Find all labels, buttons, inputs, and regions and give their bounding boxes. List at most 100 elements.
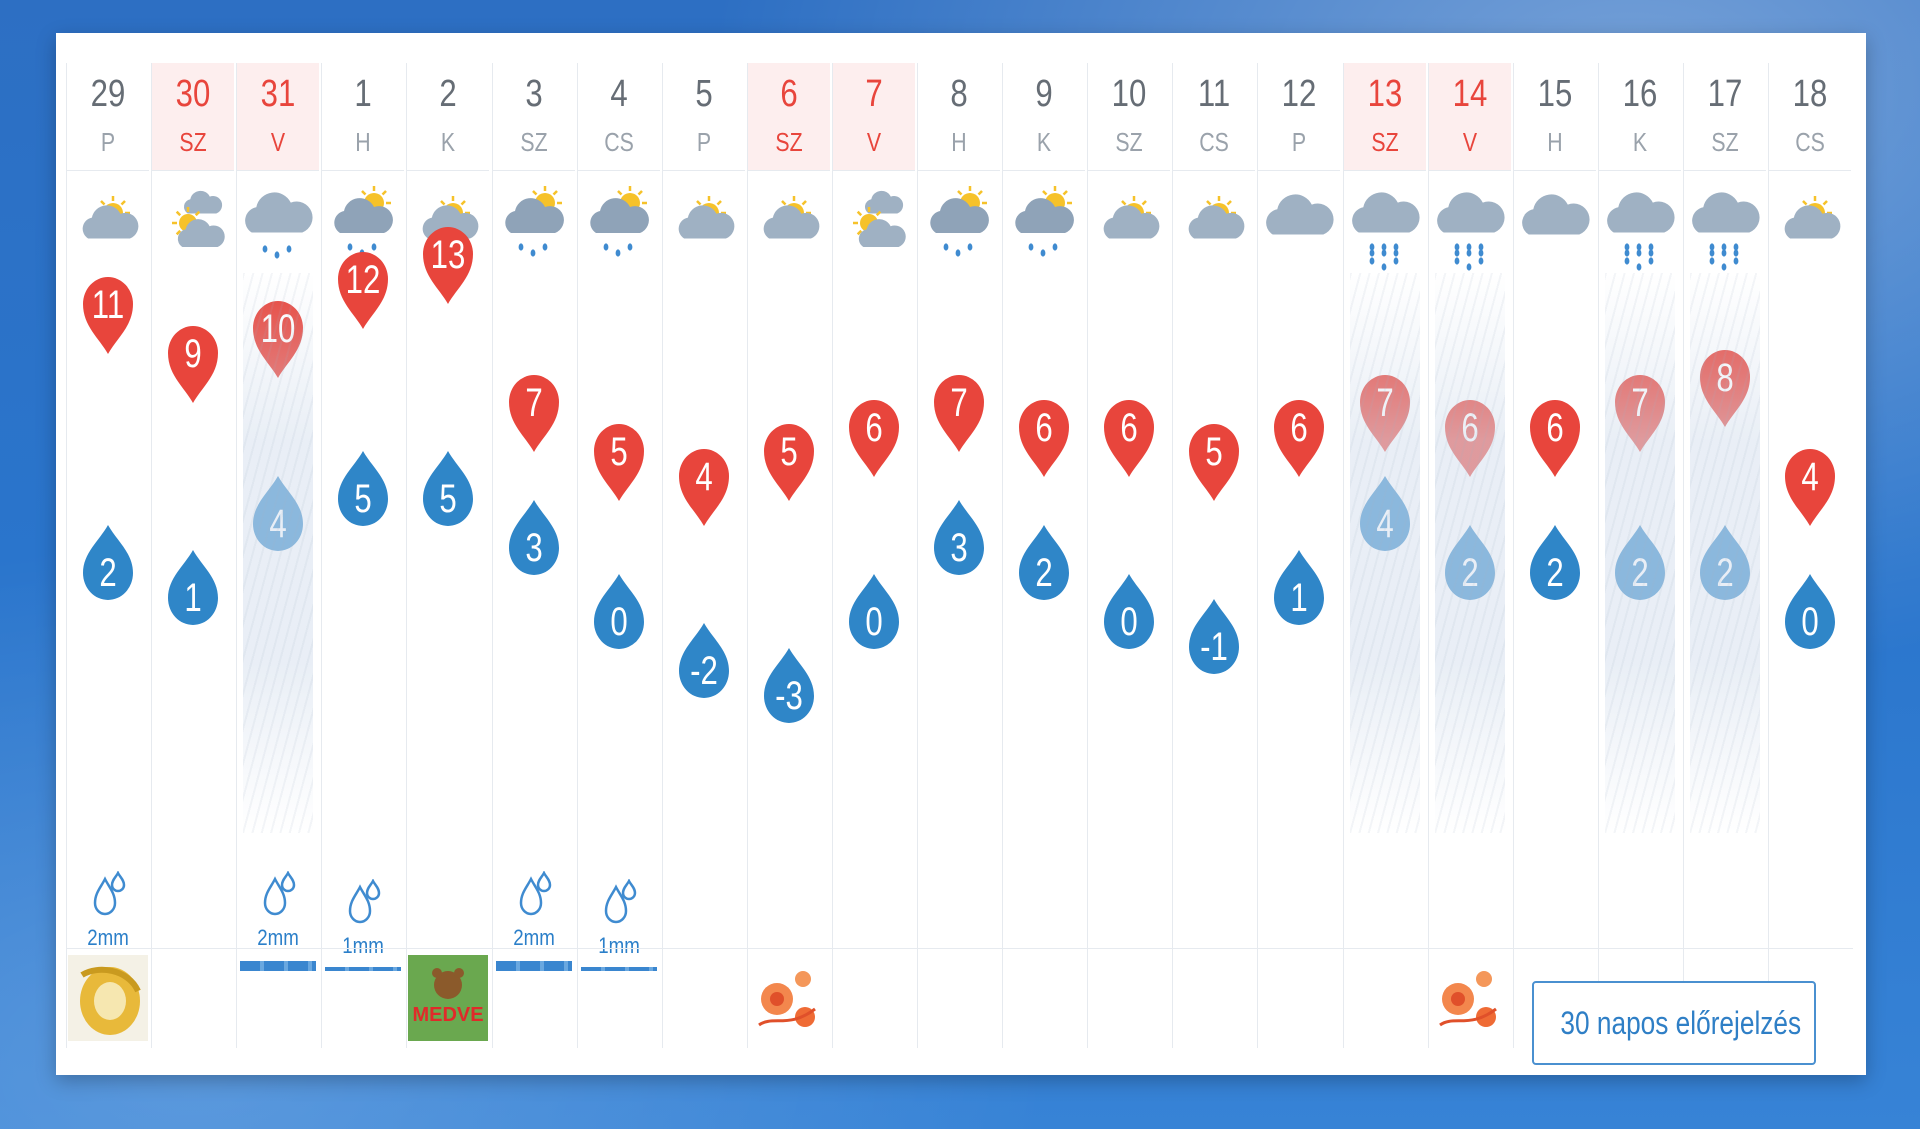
folk-flower-ad-image[interactable] <box>748 955 829 1041</box>
min-temp-drop: 0 <box>1783 572 1837 652</box>
max-temp-pin: 5 <box>762 421 816 503</box>
max-temp-pin: 5 <box>1187 421 1241 503</box>
min-temp-value: 5 <box>355 477 372 522</box>
precipitation-bar <box>240 961 317 971</box>
divider <box>66 948 1853 949</box>
sun-cloud-weather-icon <box>423 196 479 239</box>
day-column[interactable]: 12 P 6 1 <box>1257 63 1341 1048</box>
day-column[interactable]: 6 SZ 5 -3 <box>746 63 830 1048</box>
day-header: 11 CS <box>1173 63 1256 171</box>
sun-cloud-weather-icon <box>82 196 139 239</box>
day-header: 17 SZ <box>1683 63 1766 171</box>
day-column[interactable]: 17 SZ 8 2 <box>1682 63 1766 1048</box>
min-temp-value: -3 <box>775 673 803 718</box>
day-column[interactable]: 18 CS 4 0 <box>1768 63 1851 1048</box>
day-column[interactable]: 1 H 12 5 1mm <box>321 63 405 1048</box>
day-number: 7 <box>865 73 883 115</box>
day-column[interactable]: 11 CS 5 -1 <box>1172 63 1256 1048</box>
day-number: 30 <box>175 73 211 115</box>
max-temp-pin: 7 <box>1358 372 1412 454</box>
cloud-drizzle-weather-icon <box>245 192 313 259</box>
precipitation-amount: 2mm <box>512 925 555 950</box>
max-temp-pin: 6 <box>847 397 901 479</box>
day-header: 14 V <box>1428 63 1511 171</box>
min-temp-value: -2 <box>690 649 718 694</box>
precipitation: 1mm <box>322 843 404 983</box>
day-number: 6 <box>780 73 798 115</box>
max-temp-pin: 5 <box>592 421 646 503</box>
max-temp-pin: 6 <box>1102 397 1156 479</box>
day-number: 15 <box>1537 73 1573 115</box>
day-number: 29 <box>90 73 126 115</box>
day-name: CS <box>1795 127 1825 157</box>
day-number: 31 <box>260 73 296 115</box>
day-number: 10 <box>1111 73 1147 115</box>
day-name: SZ <box>519 127 548 157</box>
day-column[interactable]: 16 K 7 2 <box>1597 63 1681 1048</box>
day-column[interactable]: 14 V 6 2 <box>1427 63 1511 1048</box>
max-temp-value: 7 <box>1376 380 1393 425</box>
day-header: 12 P <box>1258 63 1341 171</box>
max-temp-value: 5 <box>1206 430 1223 475</box>
max-temp-value: 10 <box>261 307 296 352</box>
precipitation: 2mm <box>237 843 319 983</box>
folk-flower-ad-image-2[interactable] <box>1429 955 1510 1041</box>
day-column[interactable]: 5 P 4 -2 <box>661 63 745 1048</box>
cloud-sun-cloud-weather-icon <box>852 190 906 247</box>
max-temp-value: 6 <box>1121 405 1138 450</box>
max-temp-pin: 6 <box>1272 397 1326 479</box>
day-column[interactable]: 4 CS 5 0 1mm <box>576 63 660 1048</box>
day-column[interactable]: 29 P 11 2 2mm <box>66 63 149 1048</box>
day-column[interactable]: 30 SZ 9 1 <box>151 63 235 1048</box>
min-temp-drop: 4 <box>251 474 305 554</box>
max-temp-value: 6 <box>1291 405 1308 450</box>
thirty-day-forecast-button[interactable]: 30 napos előrejelzés <box>1532 981 1816 1065</box>
sun-cloud-weather-icon <box>1784 196 1841 239</box>
max-temp-value: 6 <box>1546 405 1563 450</box>
min-temp-value: -1 <box>1200 624 1228 669</box>
day-column[interactable]: 13 SZ 7 4 <box>1342 63 1426 1048</box>
day-column[interactable]: 31 V 10 4 2mm <box>236 63 320 1048</box>
sun-cloud-rain-weather-icon <box>589 186 649 257</box>
day-number: 18 <box>1792 73 1828 115</box>
min-temp-value: 0 <box>1121 600 1138 645</box>
cloud-weather-icon <box>1521 194 1590 235</box>
min-temp-value: 4 <box>270 501 287 546</box>
thirty-day-forecast-label: 30 napos előrejelzés <box>1560 1005 1802 1041</box>
max-temp-pin: 7 <box>932 372 986 454</box>
precipitation-bar <box>495 961 572 971</box>
day-name: H <box>355 127 371 157</box>
max-temp-pin: 9 <box>166 323 220 405</box>
bear-ad-image[interactable]: MEDVE <box>408 955 489 1041</box>
day-header: 15 H <box>1513 63 1596 171</box>
min-temp-value: 0 <box>865 600 882 645</box>
cloud-rain-weather-icon <box>1692 192 1760 271</box>
measuring-tape-ad-image[interactable] <box>68 955 148 1041</box>
min-temp-drop: 4 <box>1358 474 1412 554</box>
day-column[interactable]: 2 K 13 5 <box>406 63 490 1048</box>
day-column[interactable]: 10 SZ 6 0 <box>1087 63 1171 1048</box>
precipitation: 1mm <box>578 843 660 983</box>
max-temp-value: 7 <box>1631 380 1648 425</box>
cloud-sun-cloud-weather-icon <box>172 190 225 247</box>
day-number: 2 <box>439 73 458 115</box>
day-column[interactable]: 15 H 6 2 <box>1512 63 1596 1048</box>
cloud-rain-weather-icon <box>1436 192 1505 271</box>
day-name: H <box>951 127 967 157</box>
max-temp-pin: 6 <box>1017 397 1071 479</box>
day-header: 30 SZ <box>152 63 235 171</box>
forecast-grid: 18 CS 4 0 17 SZ 8 2 16 K 7 2 15 H 6 2 14 V 6 2 13 SZ 7 4 12 P 6 1 11… <box>66 63 1853 1065</box>
max-temp-value: 5 <box>780 430 797 475</box>
day-number: 13 <box>1367 73 1402 115</box>
precipitation-bar <box>325 967 402 971</box>
min-temp-drop: 2 <box>1017 523 1071 603</box>
day-column[interactable]: 3 SZ 7 3 2mm <box>491 63 575 1048</box>
max-temp-pin: 4 <box>677 446 731 528</box>
day-name: V <box>1462 127 1477 157</box>
